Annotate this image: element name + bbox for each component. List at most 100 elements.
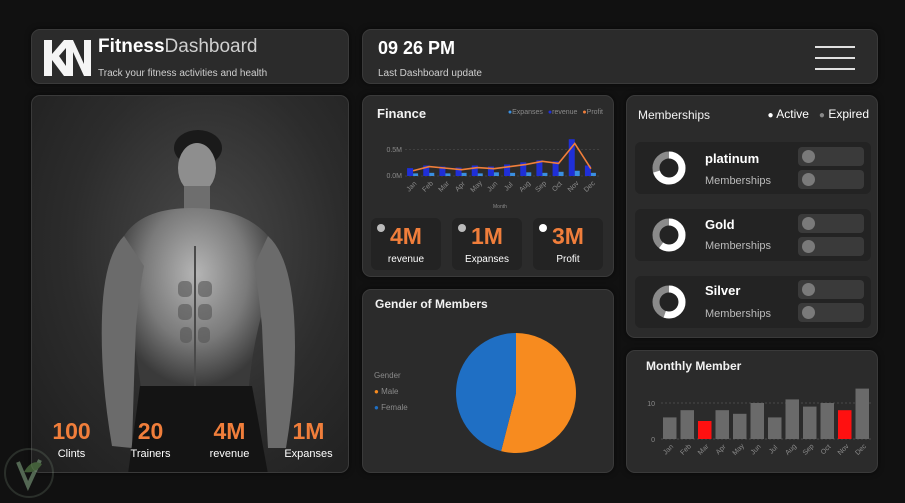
gold-expired-toggle[interactable]	[798, 237, 864, 256]
finance-x-tick-label: Sep	[534, 180, 548, 194]
finance-profit-line	[412, 142, 592, 172]
plan-gold-name: Gold	[705, 217, 735, 232]
finance-expanses-bar	[477, 173, 483, 176]
stat-clients: 100 Clints	[37, 418, 107, 460]
finance-expanses-bar	[493, 172, 499, 176]
finance-expanses-bar	[510, 172, 516, 176]
platinum-donut-chart	[652, 151, 686, 185]
finance-x-tick-label: Nov	[567, 180, 581, 194]
finance-x-tick-label: Mar	[438, 180, 452, 194]
memberships-legend: ● Active ● Expired	[768, 107, 869, 121]
stat-clients-value: 100	[52, 418, 91, 444]
legend-profit: ●Profit	[582, 109, 603, 116]
app-title-bold: Fitness	[98, 36, 165, 57]
finance-expanses-bar	[526, 172, 532, 176]
monthly-x-tick-label: Apr	[715, 443, 728, 456]
legend-male: ● Male	[374, 387, 399, 396]
finance-x-tick-label: Feb	[421, 180, 435, 194]
finance-revenue-bar	[568, 139, 575, 176]
finance-y-tick-label: 0.5M	[386, 147, 402, 154]
finance-x-title: Month	[493, 204, 507, 210]
kpi-expanses[interactable]: 1M Expanses	[452, 218, 522, 270]
monthly-x-tick-label: Oct	[820, 444, 833, 457]
gender-title: Gender of Members	[375, 297, 488, 311]
finance-expanses-bar	[429, 172, 435, 176]
finance-expanses-bar	[590, 172, 596, 176]
stat-revenue: 4M revenue	[195, 418, 265, 460]
stat-expanses-value: 1M	[292, 418, 325, 444]
finance-expanses-bar	[445, 173, 451, 176]
gold-active-toggle[interactable]	[798, 214, 864, 233]
kpi-expanses-dot-icon	[458, 224, 466, 232]
finance-expanses-bar	[542, 172, 548, 176]
gender-pie-chart	[455, 333, 576, 453]
donut-active-arc	[652, 285, 686, 319]
finance-revenue-bar	[455, 167, 462, 176]
stat-trainers: 20 Trainers	[116, 418, 186, 460]
title-card: FitnessDashboard Track your fitness acti…	[31, 29, 349, 84]
pie-slice-female	[455, 333, 516, 452]
platinum-active-toggle[interactable]	[798, 147, 864, 166]
stat-revenue-value: 4M	[213, 418, 246, 444]
plan-platinum-label: Memberships	[705, 175, 772, 187]
finance-revenue-bar	[584, 165, 591, 176]
kpi-revenue[interactable]: 4M revenue	[371, 218, 441, 270]
stat-expanses-label: Expanses	[284, 448, 333, 460]
hamburger-menu-icon[interactable]	[815, 44, 855, 70]
platinum-expired-toggle[interactable]	[798, 170, 864, 189]
legend-revenue: ●revenue	[547, 109, 578, 116]
plan-silver-name: Silver	[705, 283, 741, 298]
kpi-profit[interactable]: 3M Profit	[533, 218, 603, 270]
finance-y-tick-label: 0.0M	[386, 173, 402, 180]
monthly-bar	[733, 413, 747, 439]
finance-x-tick-label: Jun	[486, 180, 499, 193]
finance-x-tick-label: Oct	[551, 181, 564, 194]
monthly-bar	[855, 388, 869, 439]
plan-silver-label: Memberships	[705, 308, 772, 320]
app-title-light: Dashboard	[164, 36, 258, 57]
kpi-profit-label: Profit	[556, 254, 580, 265]
silver-expired-toggle[interactable]	[798, 303, 864, 322]
finance-expanses-bar	[558, 171, 564, 176]
update-time: 09 26 PM	[378, 38, 456, 58]
monthly-bar	[715, 410, 729, 439]
finance-x-tick-label: Jan	[406, 180, 419, 193]
finance-title: Finance	[377, 106, 427, 121]
monthly-card: Monthly Member 10 0 Jan Feb Mar Apr May Jun Jul A…	[626, 350, 878, 473]
kpi-revenue-dot-icon	[377, 224, 385, 232]
stat-revenue-label: revenue	[209, 448, 250, 460]
silver-active-toggle[interactable]	[798, 280, 864, 299]
monthly-x-tick-label: Feb	[679, 443, 693, 457]
kpi-expanses-label: Expanses	[465, 254, 509, 265]
stat-trainers-label: Trainers	[130, 448, 171, 460]
plan-gold: Gold Memberships	[635, 209, 871, 261]
kpi-profit-dot-icon	[539, 224, 547, 232]
finance-legend: ●Expanses ●revenue ●Profit	[508, 109, 603, 116]
finance-revenue-bar	[423, 165, 430, 176]
finance-revenue-bar	[552, 161, 559, 176]
finance-x-tick-label: May	[470, 179, 485, 194]
gender-card: Gender of Members Gender ● Male ● Female	[362, 289, 614, 473]
gender-legend-title: Gender	[374, 371, 401, 380]
monthly-x-tick-label: Jun	[750, 443, 763, 456]
plan-platinum-name: platinum	[705, 151, 760, 166]
monthly-x-tick-label: Aug	[784, 443, 798, 457]
plan-platinum: platinum Memberships	[635, 142, 871, 194]
finance-expanses-bar	[461, 172, 467, 176]
monthly-x-tick-label: May	[732, 442, 747, 457]
monthly-bar	[680, 410, 694, 439]
plan-silver: Silver Memberships	[635, 276, 871, 328]
finance-revenue-bar	[471, 165, 478, 176]
finance-revenue-bar	[520, 162, 527, 176]
memberships-title: Memberships	[638, 108, 711, 122]
hero-card: 100 Clints 20 Trainers 4M revenue 1M Exp…	[31, 95, 349, 473]
stat-expanses: 1M Expanses	[274, 418, 344, 460]
monthly-x-tick-label: Jul	[768, 444, 780, 456]
app-subtitle: Track your fitness activities and health	[98, 68, 268, 79]
monthly-x-tick-label: Nov	[837, 443, 851, 457]
donut-active-arc	[652, 151, 686, 185]
finance-revenue-bar	[487, 166, 494, 176]
finance-card: Finance ●Expanses ●revenue ●Profit 0.5M 0…	[362, 95, 614, 277]
finance-revenue-bar	[407, 168, 414, 176]
monthly-title: Monthly Member	[646, 359, 742, 373]
